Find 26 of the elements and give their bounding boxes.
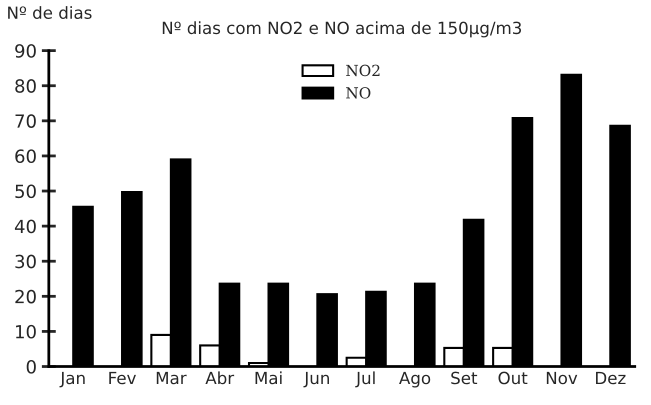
x-tick-label: Mar	[156, 372, 187, 384]
y-tick-label: 0	[26, 360, 36, 374]
x-tick-label: Abr	[205, 371, 234, 384]
legend-label: NO	[346, 87, 370, 99]
x-tick-label: Ago	[399, 372, 430, 388]
x-tick-label: Dez	[596, 372, 626, 384]
y-tick-label: 10	[16, 324, 36, 339]
y-tick-label: 30	[15, 254, 36, 268]
y-axis-title: Nº de dias	[8, 6, 92, 19]
x-tick-label: Mai	[256, 371, 282, 384]
y-tick-label: 60	[15, 149, 36, 164]
y-tick-label: 80	[15, 79, 36, 93]
x-tick-label: Nov	[546, 372, 578, 384]
legend-label: NO2	[346, 64, 380, 76]
x-tick-label: Jul	[355, 371, 375, 388]
x-tick-label: Out	[498, 372, 528, 384]
y-tick-label: 70	[16, 114, 36, 128]
x-tick-label: Jun	[303, 372, 329, 388]
x-tick-label: Fev	[109, 372, 136, 384]
chart-title: Nº dias com NO2 e NO acima de 150µg/m3	[162, 21, 522, 38]
y-tick-label: 40	[14, 220, 36, 234]
x-tick-label: Set	[451, 372, 478, 384]
y-tick-label: 50	[15, 184, 36, 198]
y-tick-label: 20	[15, 290, 36, 304]
x-tick-label: Jan	[60, 372, 85, 388]
y-tick-label: 90	[15, 44, 36, 58]
